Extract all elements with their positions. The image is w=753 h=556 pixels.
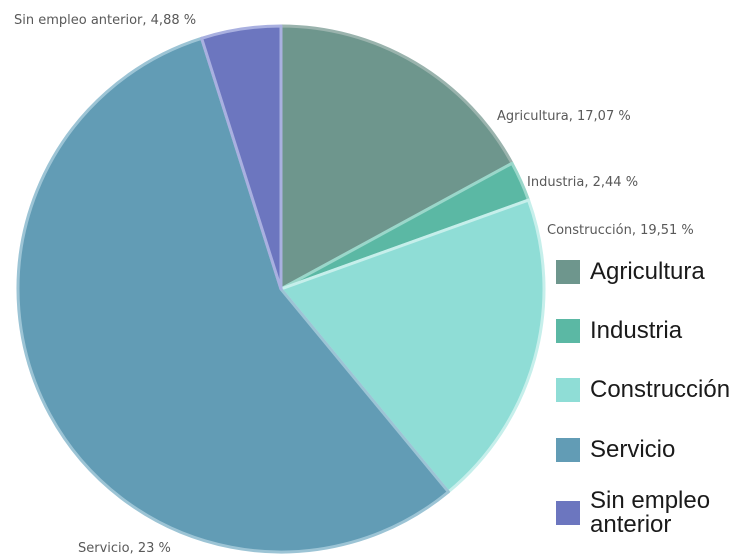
data-label-sin-empleo-anterior: Sin empleo anterior, 4,88 % (14, 13, 196, 28)
legend-item-agricultura: Agricultura (556, 260, 705, 284)
pie-data-labels: Agricultura, 17,07 % Industria, 2,44 % Con… (14, 13, 694, 556)
legend-item-sin-empleo-anterior: Sin empleo anterior (556, 489, 740, 537)
legend-label-servicio: Servicio (590, 436, 676, 463)
legend-swatch-construccion (556, 378, 580, 402)
pie-slices (16, 24, 546, 554)
data-label-servicio: Servicio, 23 % (78, 541, 171, 556)
pie-slice-sin-empleo-anterior (200, 24, 283, 291)
legend-label-industria: Industria (590, 317, 683, 344)
data-label-agricultura: Agricultura, 17,07 % (497, 109, 631, 124)
legend-swatch-servicio (556, 438, 580, 462)
data-label-construccion: Construcción, 19,51 % (547, 223, 694, 238)
legend-swatch-sin-empleo-anterior (556, 501, 580, 525)
pie-slice-servicio (16, 36, 450, 554)
legend-item-construccion: Construcción (556, 378, 730, 402)
legend-swatch-agricultura (556, 260, 580, 284)
legend-label-construccion: Construcción (590, 376, 731, 403)
legend-swatch-industria (556, 319, 580, 343)
legend-item-servicio: Servicio (556, 438, 675, 462)
legend-label-agricultura: Agricultura (590, 258, 705, 285)
pie-slice-construccion (279, 198, 546, 494)
pie-slice-agricultura (279, 24, 514, 291)
data-label-industria: Industria, 2,44 % (527, 175, 638, 190)
legend-label-sin-empleo-anterior: Sin empleo anterior (590, 487, 711, 538)
legend-item-industria: Industria (556, 319, 682, 343)
